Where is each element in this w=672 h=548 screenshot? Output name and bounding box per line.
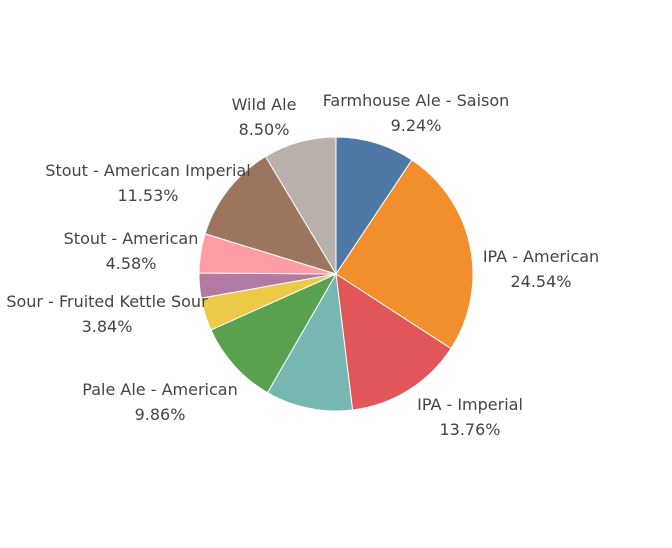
pie-slice-8[interactable] <box>204 155 338 275</box>
slice-label-1: IPA - American <box>483 247 599 266</box>
slice-label-9: Wild Ale <box>232 95 297 114</box>
pie-slice-9[interactable] <box>264 136 337 276</box>
slice-percent-8: 11.53% <box>117 186 178 205</box>
pie-slice-3[interactable] <box>266 272 354 412</box>
slice-percent-2: 13.76% <box>439 420 500 439</box>
slice-label-4: Pale Ale - American <box>82 380 237 399</box>
slice-label-7: Stout - American <box>64 229 199 248</box>
pie-slices <box>198 136 474 412</box>
slice-percent-1: 24.54% <box>510 272 571 291</box>
slice-percent-4: 9.86% <box>135 405 186 424</box>
slice-label-0: Farmhouse Ale - Saison <box>323 91 510 110</box>
pie-slice-2[interactable] <box>335 272 452 411</box>
pie-slice-1[interactable] <box>335 159 474 350</box>
slice-label-2: IPA - Imperial <box>417 395 523 414</box>
pie-slice-0[interactable] <box>335 136 413 276</box>
pie-labels: Farmhouse Ale - Saison 9.24% IPA - America… <box>6 91 599 439</box>
slice-label-5: Sour - Fruited Kettle Sour <box>6 292 208 311</box>
slice-percent-7: 4.58% <box>106 254 157 273</box>
slice-label-8: Stout - American Imperial <box>45 161 250 180</box>
pie-slice-4[interactable] <box>210 272 338 394</box>
slice-percent-9: 8.50% <box>239 120 290 139</box>
slice-percent-5: 3.84% <box>82 317 133 336</box>
slice-percent-0: 9.24% <box>391 116 442 135</box>
